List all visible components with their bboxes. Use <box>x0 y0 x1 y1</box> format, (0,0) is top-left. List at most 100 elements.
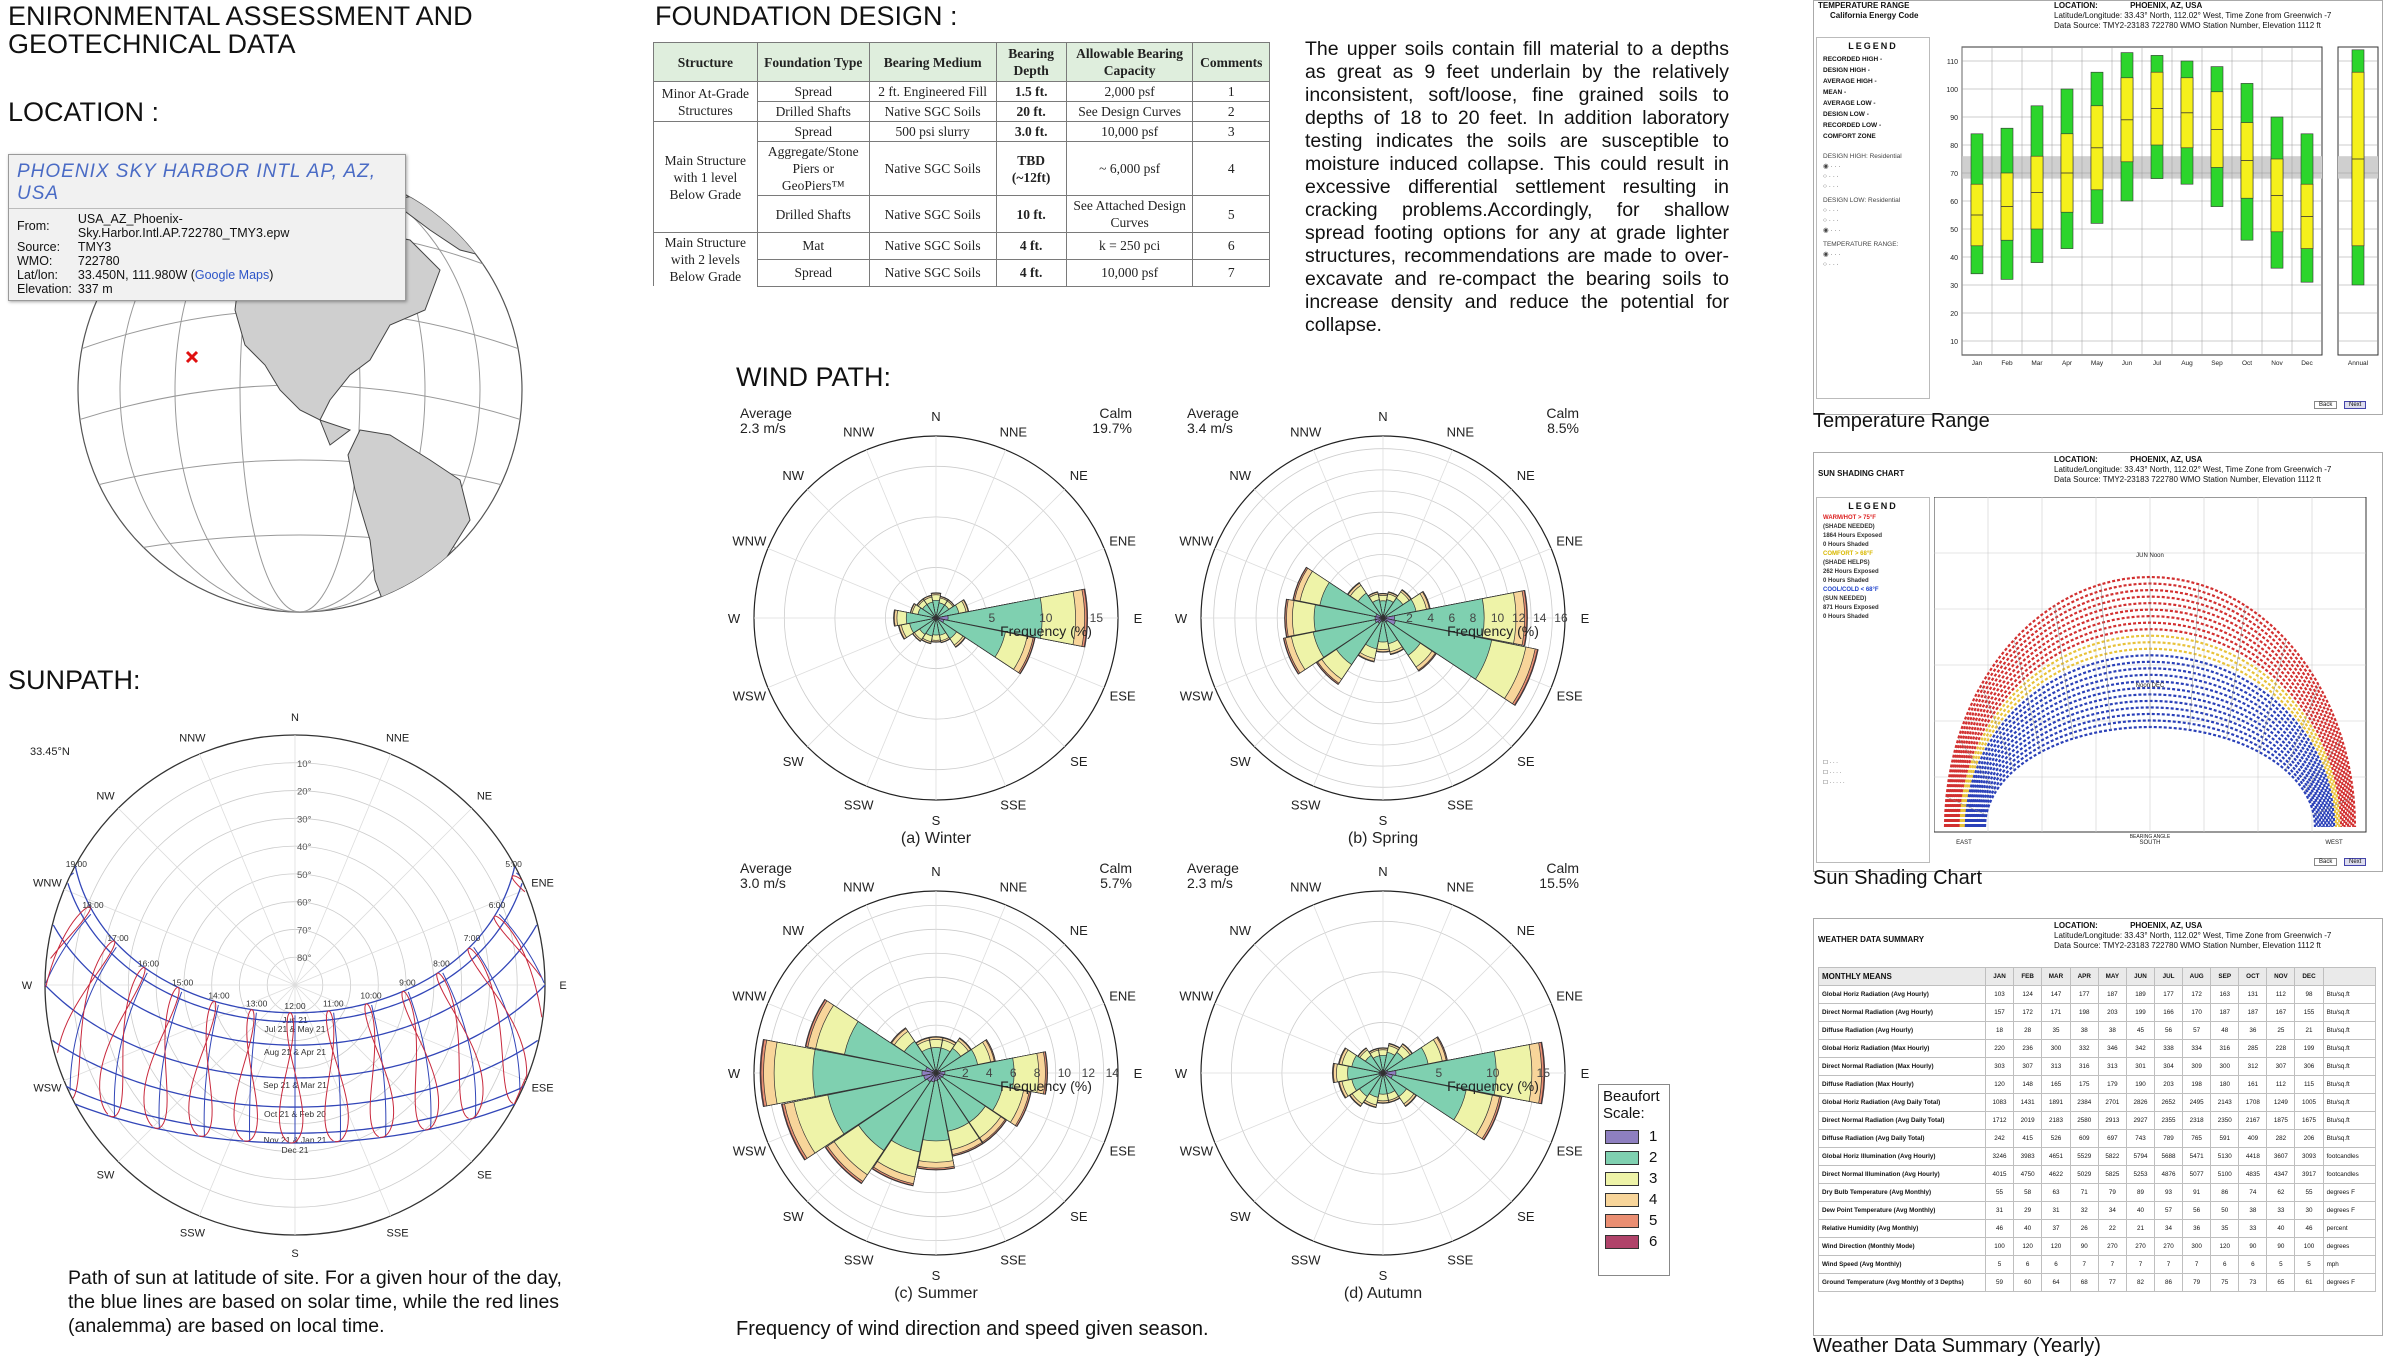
hour-curve <box>1981 684 2015 771</box>
rose-caption: (d) Autumn <box>1344 1285 1422 1302</box>
site-marker-icon <box>185 350 199 364</box>
hour-label: 7:00 <box>464 933 481 943</box>
temp-legend-items: RECORDED HIGH - DESIGN HIGH - AVERAGE HIGH… <box>1817 54 1929 142</box>
radio-icon[interactable]: ○ · · · <box>1823 183 1839 190</box>
value-cell: 189 <box>2125 985 2156 1004</box>
google-maps-link[interactable]: Google Maps <box>194 268 270 282</box>
unit-cell: Btu/sq.ft <box>2322 1039 2377 1058</box>
azimuth-line <box>294 888 527 986</box>
value-cell: 2019 <box>2013 1111 2043 1130</box>
value-cell: 86 <box>2210 1183 2240 1202</box>
value-cell: 300 <box>2182 1237 2212 1256</box>
sunpath-dir-label: SSE <box>387 1228 409 1240</box>
comment-cell: 3 <box>1192 121 1270 142</box>
value-cell: 175 <box>2069 1075 2099 1094</box>
radio-icon[interactable]: ○ · · · <box>1823 207 1839 214</box>
month-header: AUG <box>2182 967 2212 986</box>
hour-label: 14:00 <box>208 991 230 1001</box>
value-cell: 34 <box>2097 1201 2127 1220</box>
beaufort-swatch <box>1605 1150 1639 1165</box>
radio-icon[interactable]: ○ · · · <box>1823 173 1839 180</box>
table-row: Aggregate/Stone Piers or GeoPiers™ Nativ… <box>654 141 1270 196</box>
month-header: JAN <box>1984 967 2015 986</box>
value-cell: 307 <box>2266 1057 2296 1076</box>
rose-dir-label: SSW <box>844 1253 874 1268</box>
hour-line <box>113 972 148 1118</box>
foundation-heading: FOUNDATION DESIGN : <box>655 1 958 31</box>
weather-panel: WEATHER DATA SUMMARY LOCATION: PHOENIX, … <box>1813 918 2383 1336</box>
row-label: Direct Normal Radiation (Avg Hourly) <box>1818 1003 1986 1022</box>
hour-curve <box>1946 796 1987 816</box>
value-cell: 1005 <box>2294 1093 2324 1112</box>
value-cell: 59 <box>1984 1273 2015 1292</box>
rose-dir-label: E <box>1134 1066 1143 1081</box>
checkbox-icon[interactable]: ☐ · · · · <box>1823 770 1842 776</box>
rose-dir-label: NE <box>1070 468 1088 483</box>
value-cell: 177 <box>2069 985 2099 1004</box>
unit-cell: degrees <box>2322 1237 2377 1256</box>
analemma <box>99 966 146 1118</box>
rose-dir-label: WSW <box>1180 688 1214 703</box>
radio-icon[interactable]: ○ · · · <box>1823 261 1839 268</box>
altitude-label: 30° <box>297 814 312 825</box>
rose-dir-label: NE <box>1070 923 1088 938</box>
row-label: Direct Normal Illumination (Avg Hourly) <box>1818 1165 1986 1184</box>
temp-legend-item: MEAN - <box>1823 89 1847 96</box>
radio-icon[interactable]: ◉ · · · <box>1823 163 1841 170</box>
sunpath-diagram: N NNE NE ENE E ESE SE SSE S SSW SW WSW W WNW NW NNW 10° 2… <box>22 712 567 1260</box>
noon-dec-label: Noon DEC <box>2136 683 2165 689</box>
options-design-high: DESIGN HIGH: Residential <box>1823 153 1902 160</box>
value-cell: 31 <box>2041 1201 2071 1220</box>
radio-icon[interactable]: ◉ · · · <box>1823 227 1841 234</box>
sunpath-dir-label: NE <box>477 790 492 802</box>
rose-dir-label: NNE <box>1447 424 1475 439</box>
annual-label: Annual <box>2348 360 2369 367</box>
value-cell: 21 <box>2125 1219 2156 1238</box>
azimuth-line <box>63 888 296 986</box>
temp-next-button[interactable]: Next <box>2344 401 2367 409</box>
sunpath-dir-label: N <box>291 712 299 724</box>
radio-icon[interactable]: ◉ · · · <box>1823 251 1841 258</box>
shade-legend-item: 0 Hours Shaded <box>1823 542 1869 548</box>
rose-bar <box>827 1072 937 1135</box>
rose-dir-label: W <box>728 611 741 626</box>
shade-next-button[interactable]: Next <box>2344 858 2367 866</box>
month-header: SEP <box>2210 967 2240 986</box>
shade-options: ☐ · · · ☐ · · · · ☐ · · · · · <box>1823 758 1845 788</box>
temp-back-button[interactable]: Back <box>2314 401 2338 409</box>
value-cell: 79 <box>2097 1183 2127 1202</box>
value-cell: 90 <box>2238 1237 2268 1256</box>
analemma <box>436 972 484 1120</box>
ring-label: 14 <box>1533 611 1547 625</box>
month-label: Jul <box>2153 360 2162 367</box>
row-label: Wind Direction (Monthly Mode) <box>1818 1237 1986 1256</box>
rose-spoke <box>1382 449 1454 619</box>
radio-icon[interactable]: ○ · · · <box>1823 217 1839 224</box>
hour-curve <box>2313 796 2354 816</box>
checkbox-icon[interactable]: ☐ · · · <box>1823 760 1839 766</box>
loc-v: PHOENIX, AZ, USA <box>2130 455 2203 464</box>
temp-legend-item: COMFORT ZONE <box>1823 133 1876 140</box>
elevation-label: Elevation: <box>17 282 72 296</box>
value-cell: 312 <box>2238 1057 2268 1076</box>
shade-back-button[interactable]: Back <box>2314 858 2338 866</box>
type-cell: Drilled Shafts <box>756 101 870 122</box>
from-label: From: <box>17 219 50 233</box>
value-cell: 55 <box>2294 1183 2324 1202</box>
options-temp-range: TEMPERATURE RANGE: <box>1823 241 1899 248</box>
value-cell: 172 <box>2013 1003 2043 1022</box>
row-label: Global Horiz Radiation (Max Hourly) <box>1818 1039 1986 1058</box>
checkbox-icon[interactable]: ☐ · · · · · <box>1823 780 1845 786</box>
shade-legend-item: 871 Hours Exposed <box>1823 605 1879 611</box>
shade-legend-title: LEGEND <box>1848 501 1898 511</box>
altitude-label: 60° <box>297 898 312 909</box>
beaufort-swatch <box>1605 1192 1639 1207</box>
value-cell: 30 <box>2294 1201 2324 1220</box>
calm-label: Calm <box>1546 405 1579 421</box>
value-cell: 4876 <box>2153 1165 2184 1184</box>
ring-label: 8 <box>1034 1066 1041 1080</box>
hour-line <box>203 1004 219 1137</box>
sunpath-dir-label: NNE <box>386 732 409 744</box>
weather-table: MONTHLY MEANS JAN FEB MAR APR MAY JUN JUL AUG SEP… <box>1818 967 2377 1292</box>
